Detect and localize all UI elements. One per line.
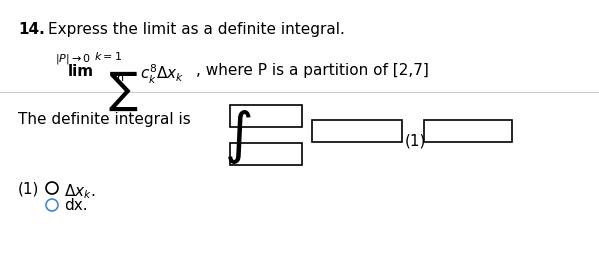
FancyBboxPatch shape xyxy=(424,120,512,142)
Text: The definite integral is: The definite integral is xyxy=(18,112,190,127)
FancyBboxPatch shape xyxy=(230,105,302,127)
Text: $\sum$: $\sum$ xyxy=(108,70,138,113)
Text: $|P|\rightarrow 0$: $|P|\rightarrow 0$ xyxy=(55,52,91,66)
FancyBboxPatch shape xyxy=(312,120,402,142)
Text: (1): (1) xyxy=(405,133,426,148)
FancyBboxPatch shape xyxy=(230,143,302,165)
Text: Express the limit as a definite integral.: Express the limit as a definite integral… xyxy=(48,22,345,37)
Text: lim: lim xyxy=(68,64,94,79)
Text: (1): (1) xyxy=(18,182,40,197)
Text: n: n xyxy=(117,73,124,83)
Text: dx.: dx. xyxy=(64,198,87,213)
Text: $\int$: $\int$ xyxy=(224,108,252,166)
Text: $k = 1$: $k = 1$ xyxy=(94,50,122,62)
Text: 14.: 14. xyxy=(18,22,45,37)
Text: $\Delta x_k$.: $\Delta x_k$. xyxy=(64,182,95,201)
Text: , where P is a partition of [2,7]: , where P is a partition of [2,7] xyxy=(196,63,429,78)
Text: $c_k^8\Delta x_k$: $c_k^8\Delta x_k$ xyxy=(140,63,184,86)
